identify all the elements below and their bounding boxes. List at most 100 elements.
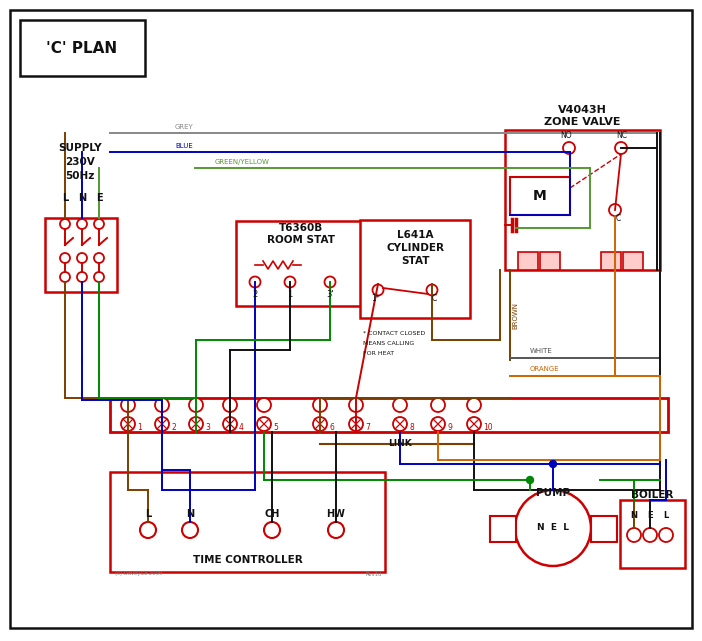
Circle shape bbox=[615, 142, 627, 154]
Circle shape bbox=[223, 398, 237, 412]
Text: PUMP: PUMP bbox=[536, 488, 570, 498]
Circle shape bbox=[60, 272, 70, 282]
Text: 50Hz: 50Hz bbox=[65, 171, 95, 181]
FancyBboxPatch shape bbox=[540, 252, 560, 270]
Text: 7: 7 bbox=[365, 424, 370, 433]
Circle shape bbox=[121, 417, 135, 431]
Text: 6: 6 bbox=[329, 424, 334, 433]
FancyBboxPatch shape bbox=[10, 10, 692, 628]
Text: BROWN: BROWN bbox=[512, 301, 518, 328]
Circle shape bbox=[94, 219, 104, 229]
Circle shape bbox=[328, 522, 344, 538]
Circle shape bbox=[431, 398, 445, 412]
Text: 9: 9 bbox=[447, 424, 452, 433]
FancyBboxPatch shape bbox=[110, 398, 668, 432]
Circle shape bbox=[182, 522, 198, 538]
Text: CYLINDER: CYLINDER bbox=[386, 243, 444, 253]
Text: TIME CONTROLLER: TIME CONTROLLER bbox=[193, 555, 303, 565]
FancyBboxPatch shape bbox=[45, 218, 117, 292]
Text: T6360B: T6360B bbox=[279, 223, 323, 233]
Text: 3: 3 bbox=[205, 424, 210, 433]
Text: E: E bbox=[647, 511, 653, 520]
Text: MEANS CALLING: MEANS CALLING bbox=[363, 341, 414, 346]
FancyBboxPatch shape bbox=[20, 20, 145, 76]
Circle shape bbox=[324, 276, 336, 288]
Circle shape bbox=[526, 476, 534, 483]
Text: N: N bbox=[630, 511, 637, 520]
Text: C: C bbox=[431, 294, 437, 303]
Text: ZONE VALVE: ZONE VALVE bbox=[544, 117, 621, 127]
Text: E: E bbox=[95, 193, 102, 203]
Text: LINK: LINK bbox=[388, 440, 412, 449]
Circle shape bbox=[257, 417, 271, 431]
Text: N: N bbox=[78, 193, 86, 203]
Circle shape bbox=[393, 417, 407, 431]
Text: L641A: L641A bbox=[397, 230, 433, 240]
Circle shape bbox=[313, 398, 327, 412]
Circle shape bbox=[515, 490, 591, 566]
FancyBboxPatch shape bbox=[623, 252, 643, 270]
Circle shape bbox=[189, 417, 203, 431]
Text: 3': 3' bbox=[326, 290, 334, 299]
Text: 2: 2 bbox=[171, 424, 176, 433]
Circle shape bbox=[77, 219, 87, 229]
Text: ORANGE: ORANGE bbox=[530, 366, 559, 372]
FancyBboxPatch shape bbox=[518, 252, 538, 270]
Circle shape bbox=[373, 285, 383, 296]
Circle shape bbox=[550, 460, 557, 467]
FancyBboxPatch shape bbox=[490, 516, 516, 542]
Circle shape bbox=[659, 528, 673, 542]
FancyBboxPatch shape bbox=[236, 221, 366, 306]
Circle shape bbox=[77, 272, 87, 282]
Text: BOILER: BOILER bbox=[631, 490, 673, 500]
Text: N  E  L: N E L bbox=[537, 522, 569, 531]
Circle shape bbox=[140, 522, 156, 538]
Text: 1*: 1* bbox=[371, 294, 380, 303]
Text: L: L bbox=[145, 509, 151, 519]
Circle shape bbox=[155, 417, 169, 431]
Circle shape bbox=[284, 276, 296, 288]
Circle shape bbox=[121, 398, 135, 412]
Circle shape bbox=[427, 285, 437, 296]
Text: 1: 1 bbox=[137, 424, 142, 433]
FancyBboxPatch shape bbox=[510, 177, 570, 215]
FancyBboxPatch shape bbox=[110, 472, 385, 572]
Text: SUPPLY: SUPPLY bbox=[58, 143, 102, 153]
Text: NC: NC bbox=[616, 131, 628, 140]
Text: GREEN/YELLOW: GREEN/YELLOW bbox=[215, 159, 270, 165]
Text: NO: NO bbox=[560, 131, 572, 140]
Circle shape bbox=[249, 276, 260, 288]
Circle shape bbox=[155, 398, 169, 412]
Text: * CONTACT CLOSED: * CONTACT CLOSED bbox=[363, 331, 425, 336]
Text: 2: 2 bbox=[253, 290, 258, 299]
Text: BLUE: BLUE bbox=[175, 143, 193, 149]
Circle shape bbox=[94, 272, 104, 282]
FancyBboxPatch shape bbox=[620, 500, 685, 568]
Text: C: C bbox=[616, 214, 621, 223]
Circle shape bbox=[60, 253, 70, 263]
Circle shape bbox=[313, 417, 327, 431]
Text: 4: 4 bbox=[239, 424, 244, 433]
Text: HW: HW bbox=[326, 509, 345, 519]
Text: M: M bbox=[533, 189, 547, 203]
Text: STAT: STAT bbox=[401, 256, 429, 266]
Text: 10: 10 bbox=[483, 424, 493, 433]
Text: GREY: GREY bbox=[175, 124, 194, 130]
FancyBboxPatch shape bbox=[505, 130, 660, 270]
Circle shape bbox=[627, 528, 641, 542]
Text: 'C' PLAN: 'C' PLAN bbox=[46, 40, 117, 56]
Text: L: L bbox=[663, 511, 668, 520]
Text: 5: 5 bbox=[273, 424, 278, 433]
FancyBboxPatch shape bbox=[601, 252, 621, 270]
Circle shape bbox=[94, 253, 104, 263]
Circle shape bbox=[393, 398, 407, 412]
Text: L: L bbox=[62, 193, 68, 203]
FancyBboxPatch shape bbox=[591, 516, 617, 542]
Text: (c) DaveyGz 2009: (c) DaveyGz 2009 bbox=[115, 572, 162, 576]
Circle shape bbox=[223, 417, 237, 431]
Circle shape bbox=[563, 142, 575, 154]
Text: 8: 8 bbox=[409, 424, 413, 433]
Text: WHITE: WHITE bbox=[530, 348, 552, 354]
Circle shape bbox=[77, 253, 87, 263]
Circle shape bbox=[349, 417, 363, 431]
